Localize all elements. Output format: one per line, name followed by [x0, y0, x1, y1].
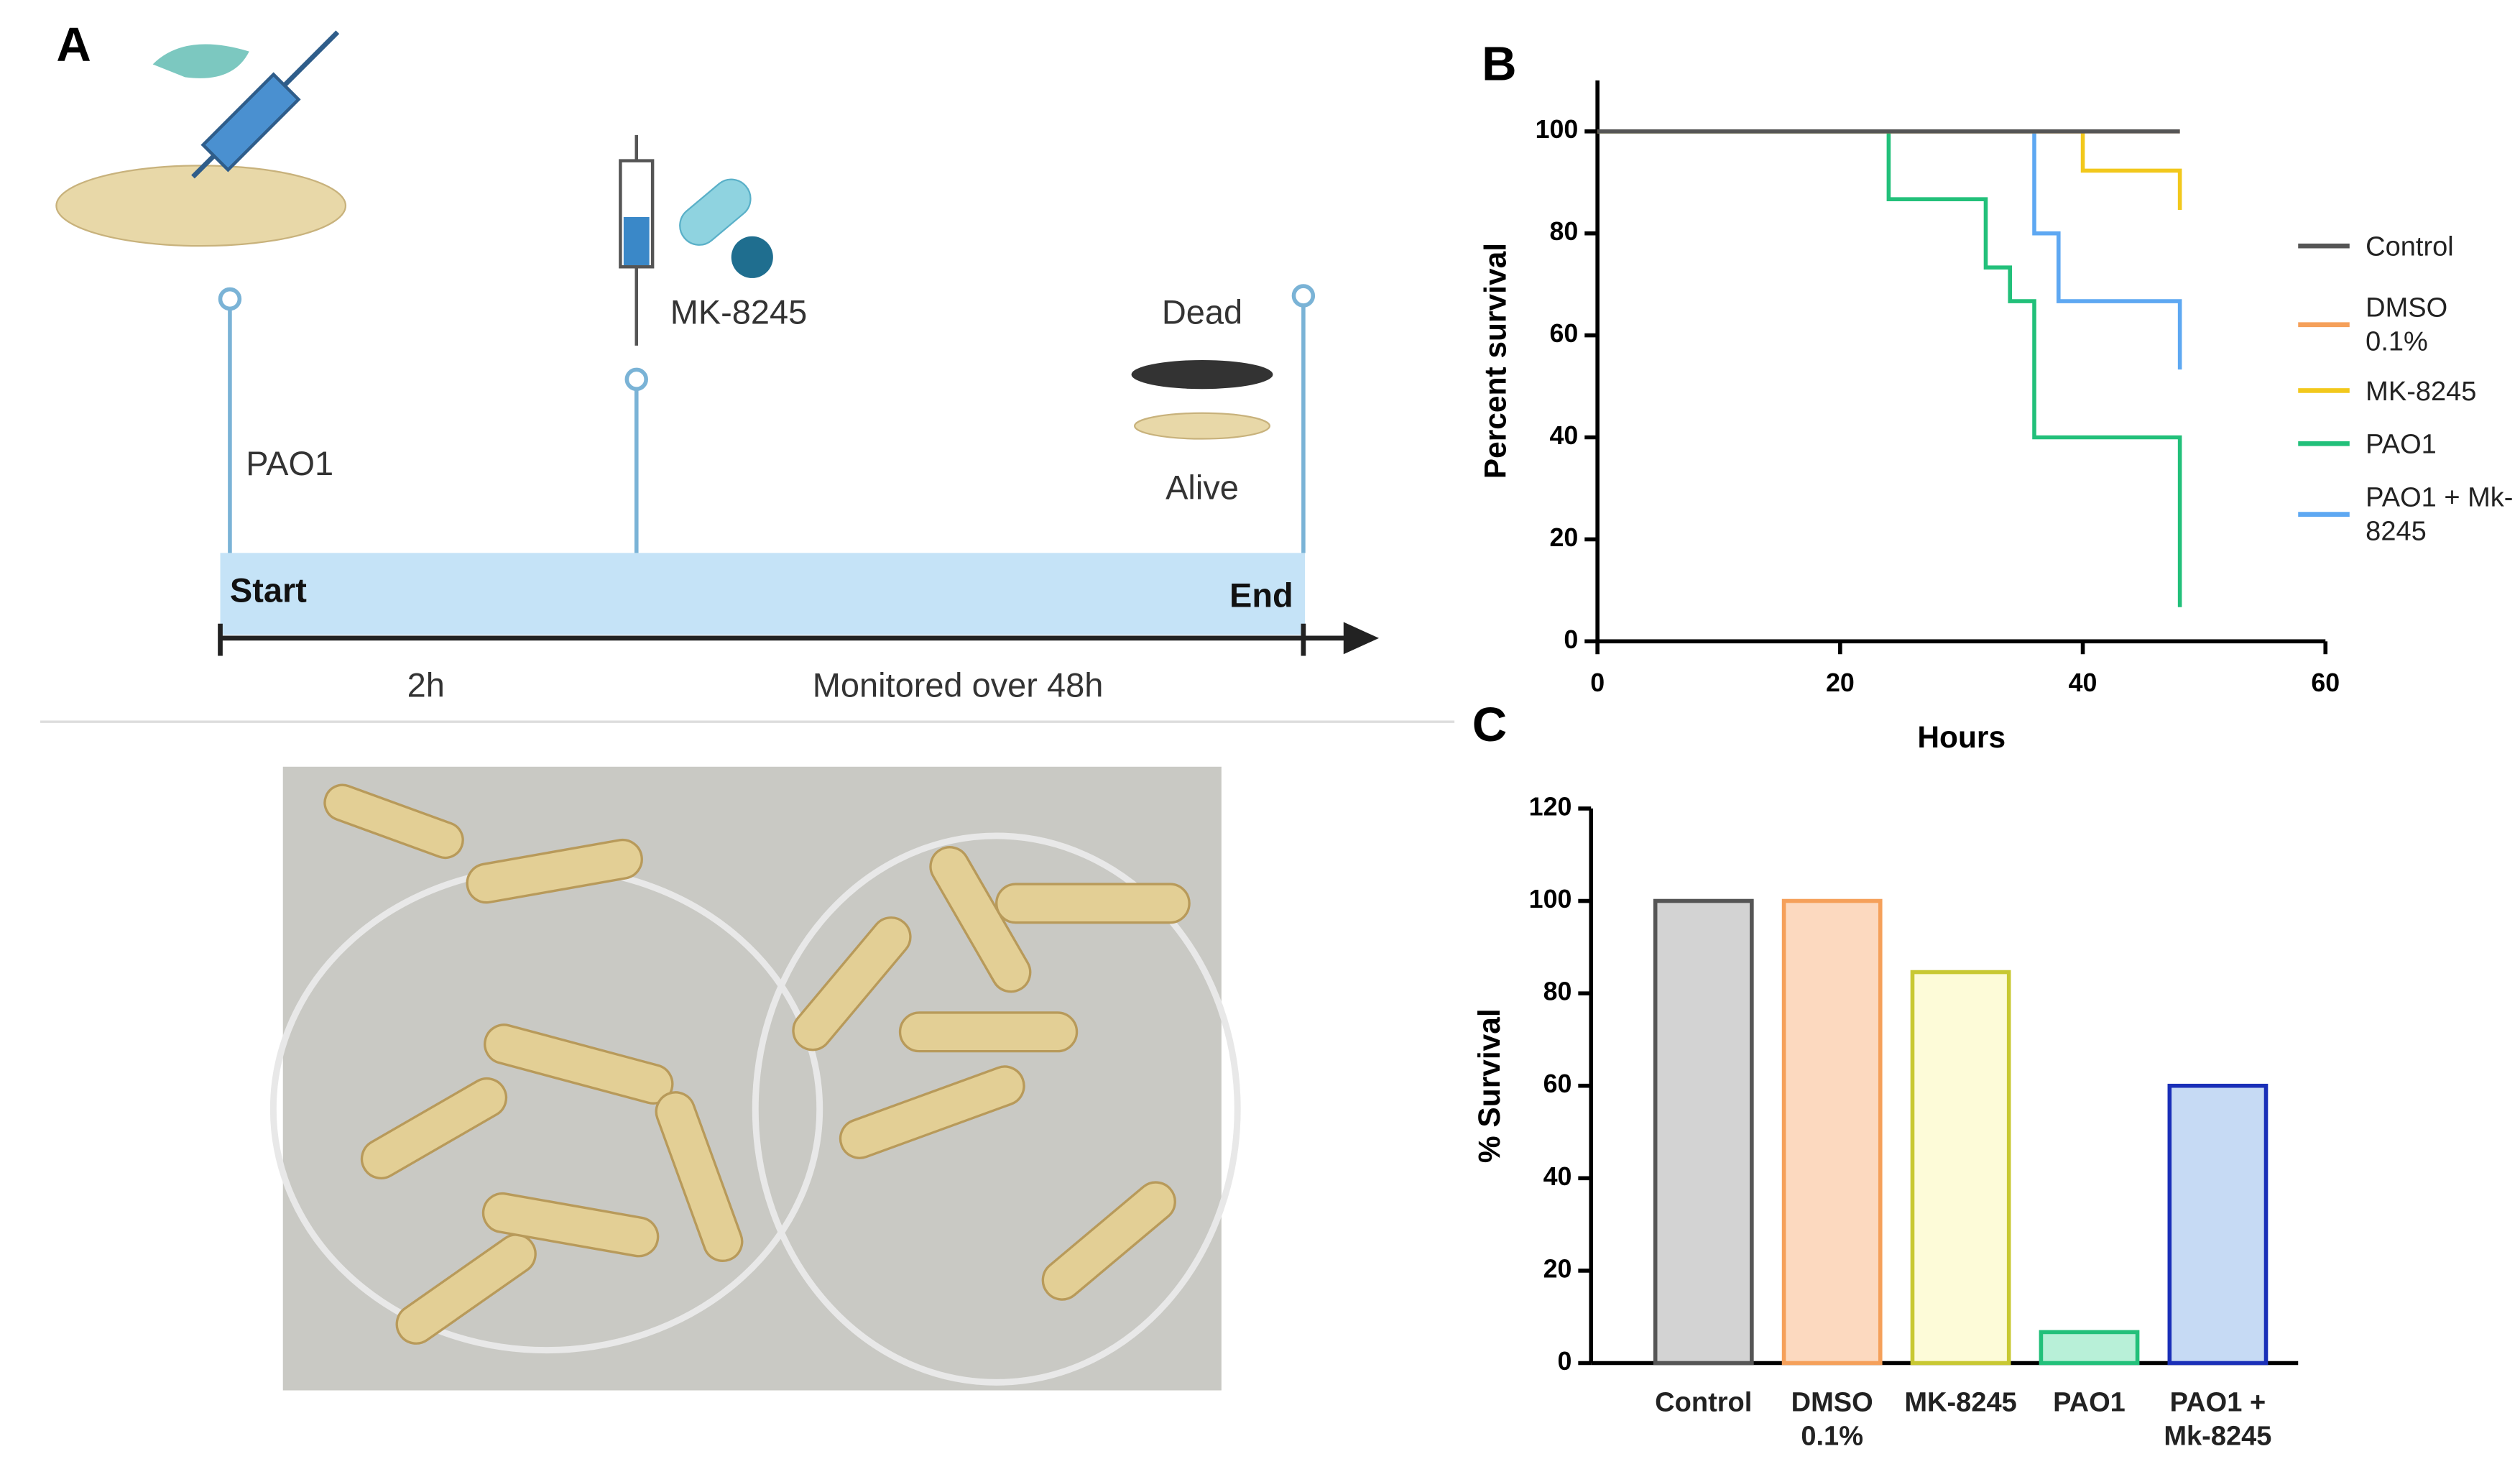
legend-label-box: MK-8245	[2366, 375, 2477, 406]
y-tick-label: 120	[1529, 792, 1572, 821]
x-tick-label-box: PAO1	[2053, 1387, 2126, 1418]
bar	[1653, 898, 1754, 1366]
larva-icon	[55, 165, 347, 247]
x-tick-label: 60	[2311, 668, 2340, 697]
bacteria-icon	[152, 44, 249, 78]
interval-label: 2h	[407, 666, 445, 704]
x-tick-label-box: DMSO 0.1%	[1791, 1387, 1873, 1452]
timeline-bar	[220, 553, 1306, 635]
legend-label: Control	[2366, 230, 2454, 262]
dead-larva-icon	[1131, 359, 1273, 390]
y-axis-label: Percent survival	[1480, 243, 1513, 479]
legend-label: PAO1 + Mk-8245	[2366, 482, 2514, 547]
y-axis-label: % Survival	[1473, 1008, 1507, 1163]
pins	[218, 284, 1316, 553]
bar	[2039, 1330, 2140, 1366]
step-label: PAO1	[246, 444, 333, 482]
y-tick-label: 80	[1543, 977, 1572, 1006]
legend-label: MK-8245	[2366, 375, 2477, 406]
legend-label-box: PAO1 + Mk-8245	[2366, 482, 2514, 547]
y-tick-label: 100	[1529, 885, 1572, 913]
pill-icon	[679, 178, 752, 246]
y-tick-label: 60	[1543, 1069, 1572, 1098]
interval-label: Monitored over 48h	[813, 666, 1104, 704]
arrow-head	[1343, 622, 1379, 655]
y-tick-label: 40	[1543, 1162, 1572, 1191]
x-axis-label: Hours	[1917, 721, 2006, 755]
x-tick-label: MK-8245	[1904, 1387, 2017, 1418]
legend-label-box: PAO1	[2366, 428, 2437, 459]
bar	[2167, 1083, 2269, 1366]
y-tick-label: 20	[1550, 523, 1579, 552]
step-label: MK-8245	[670, 293, 808, 331]
outcome-label: Alive	[1166, 469, 1239, 507]
syringe-icon	[619, 134, 655, 346]
x-tick-label-box: MK-8245	[1904, 1387, 2017, 1418]
legend-label: PAO1	[2366, 428, 2437, 459]
y-tick-label: 100	[1536, 115, 1579, 144]
x-tick-label: 20	[1826, 668, 1855, 697]
legend-label-box: Control	[2366, 230, 2454, 262]
pill-icon	[731, 236, 773, 278]
x-tick-label: PAO1	[2053, 1387, 2126, 1418]
panel-label: C	[1472, 698, 1507, 752]
y-tick-label: 80	[1550, 217, 1579, 246]
start-label: Start	[230, 571, 307, 609]
x-tick-label: 0	[1590, 668, 1605, 697]
x-tick-label: Control	[1655, 1387, 1753, 1418]
timeline: PAO1 MK-8245 Dead Alive Start End 2h Mon…	[55, 30, 1379, 704]
legend-label: DMSO 0.1%	[2366, 293, 2448, 357]
survival-line	[1597, 129, 2182, 607]
x-tick-label: PAO1 + Mk-8245	[2164, 1387, 2272, 1452]
photo	[269, 766, 1241, 1391]
y-tick-label: 0	[1557, 1347, 1571, 1376]
bar	[1910, 970, 2011, 1366]
x-tick-label-box: Control	[1655, 1387, 1753, 1418]
syringe-icon	[191, 30, 340, 179]
x-tick-label: 40	[2069, 668, 2097, 697]
y-tick-label: 60	[1550, 319, 1579, 348]
y-tick-label: 0	[1564, 625, 1578, 654]
x-tick-label-box: PAO1 + Mk-8245	[2164, 1387, 2272, 1452]
end-label: End	[1229, 576, 1293, 614]
outcome-label: Dead	[1162, 293, 1242, 331]
panel-label: B	[1482, 37, 1516, 91]
y-tick-label: 20	[1543, 1254, 1572, 1283]
legend-label-box: DMSO 0.1%	[2366, 293, 2448, 357]
x-tick-label: DMSO 0.1%	[1791, 1387, 1873, 1452]
y-tick-label: 40	[1550, 421, 1579, 450]
bar	[1781, 898, 1883, 1366]
panel-label: A	[56, 18, 91, 72]
alive-larva-icon	[1133, 412, 1271, 440]
